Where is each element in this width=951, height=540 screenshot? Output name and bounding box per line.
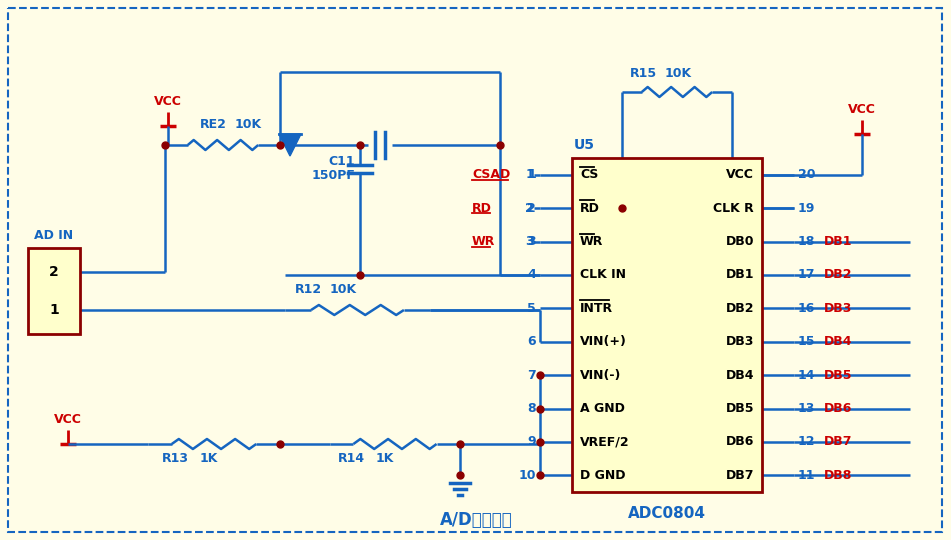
Text: 10: 10 xyxy=(518,469,536,482)
Text: CLK IN: CLK IN xyxy=(580,268,626,281)
Text: 15: 15 xyxy=(798,335,816,348)
Polygon shape xyxy=(279,134,301,156)
Text: DB1: DB1 xyxy=(824,235,852,248)
Text: 10K: 10K xyxy=(665,67,692,80)
Text: 8: 8 xyxy=(528,402,536,415)
Text: DB7: DB7 xyxy=(726,469,754,482)
Text: VCC: VCC xyxy=(727,168,754,181)
Text: WR: WR xyxy=(472,235,495,248)
Text: DB3: DB3 xyxy=(824,302,852,315)
Text: R14: R14 xyxy=(338,452,365,465)
Text: DB2: DB2 xyxy=(824,268,852,281)
Text: CSAD: CSAD xyxy=(472,168,511,181)
Text: 10K: 10K xyxy=(330,283,358,296)
Text: DB4: DB4 xyxy=(824,335,852,348)
Text: 6: 6 xyxy=(528,335,536,348)
Text: 3: 3 xyxy=(525,235,534,248)
Text: 11: 11 xyxy=(798,469,816,482)
Text: 10K: 10K xyxy=(235,118,262,131)
Text: C11: C11 xyxy=(328,155,355,168)
Text: 17: 17 xyxy=(798,268,816,281)
Bar xyxy=(572,158,762,492)
Text: A/D模数转换: A/D模数转换 xyxy=(439,511,513,529)
Text: A GND: A GND xyxy=(580,402,625,415)
Text: U5: U5 xyxy=(574,138,595,152)
Text: 3: 3 xyxy=(528,235,536,248)
Text: ADC0804: ADC0804 xyxy=(628,506,706,521)
Text: 1: 1 xyxy=(49,303,59,317)
Text: D GND: D GND xyxy=(580,469,626,482)
Text: R15: R15 xyxy=(630,67,657,80)
Text: 150PF: 150PF xyxy=(311,169,355,182)
Text: R13: R13 xyxy=(162,452,189,465)
Text: DB6: DB6 xyxy=(726,435,754,448)
Text: 12: 12 xyxy=(798,435,816,448)
Text: DB4: DB4 xyxy=(726,369,754,382)
Text: 7: 7 xyxy=(527,369,536,382)
Text: 1K: 1K xyxy=(376,452,395,465)
Text: 13: 13 xyxy=(798,402,815,415)
Text: VCC: VCC xyxy=(848,103,876,116)
Text: DB5: DB5 xyxy=(726,402,754,415)
Text: INTR: INTR xyxy=(580,302,613,315)
Text: 5: 5 xyxy=(527,302,536,315)
Bar xyxy=(28,248,80,334)
Text: 2: 2 xyxy=(525,201,534,214)
Text: VCC: VCC xyxy=(154,95,182,108)
Text: CS: CS xyxy=(580,168,598,181)
Text: VIN(+): VIN(+) xyxy=(580,335,627,348)
Text: DB0: DB0 xyxy=(726,235,754,248)
Text: CLK R: CLK R xyxy=(713,201,754,214)
Text: DB2: DB2 xyxy=(726,302,754,315)
Text: 1: 1 xyxy=(525,168,534,181)
Text: 2: 2 xyxy=(49,265,59,279)
Text: AD IN: AD IN xyxy=(34,229,73,242)
Text: DB6: DB6 xyxy=(824,402,852,415)
Text: 20: 20 xyxy=(798,168,816,181)
Text: 1K: 1K xyxy=(200,452,219,465)
Text: VREF/2: VREF/2 xyxy=(580,435,630,448)
Text: VIN(-): VIN(-) xyxy=(580,369,621,382)
Text: 2: 2 xyxy=(527,201,536,214)
Text: 16: 16 xyxy=(798,302,815,315)
Text: 4: 4 xyxy=(527,268,536,281)
Text: DB7: DB7 xyxy=(824,435,852,448)
Text: DB3: DB3 xyxy=(726,335,754,348)
Text: DB8: DB8 xyxy=(824,469,852,482)
Text: 18: 18 xyxy=(798,235,815,248)
Text: RD: RD xyxy=(580,201,600,214)
Text: WR: WR xyxy=(580,235,603,248)
Text: 9: 9 xyxy=(528,435,536,448)
Text: VCC: VCC xyxy=(54,413,82,426)
Text: DB5: DB5 xyxy=(824,369,852,382)
Text: 19: 19 xyxy=(798,201,815,214)
Text: 1: 1 xyxy=(527,168,536,181)
Text: 14: 14 xyxy=(798,369,816,382)
Text: RE2: RE2 xyxy=(200,118,227,131)
Text: RD: RD xyxy=(472,201,492,214)
Text: DB1: DB1 xyxy=(726,268,754,281)
Text: R12: R12 xyxy=(295,283,322,296)
